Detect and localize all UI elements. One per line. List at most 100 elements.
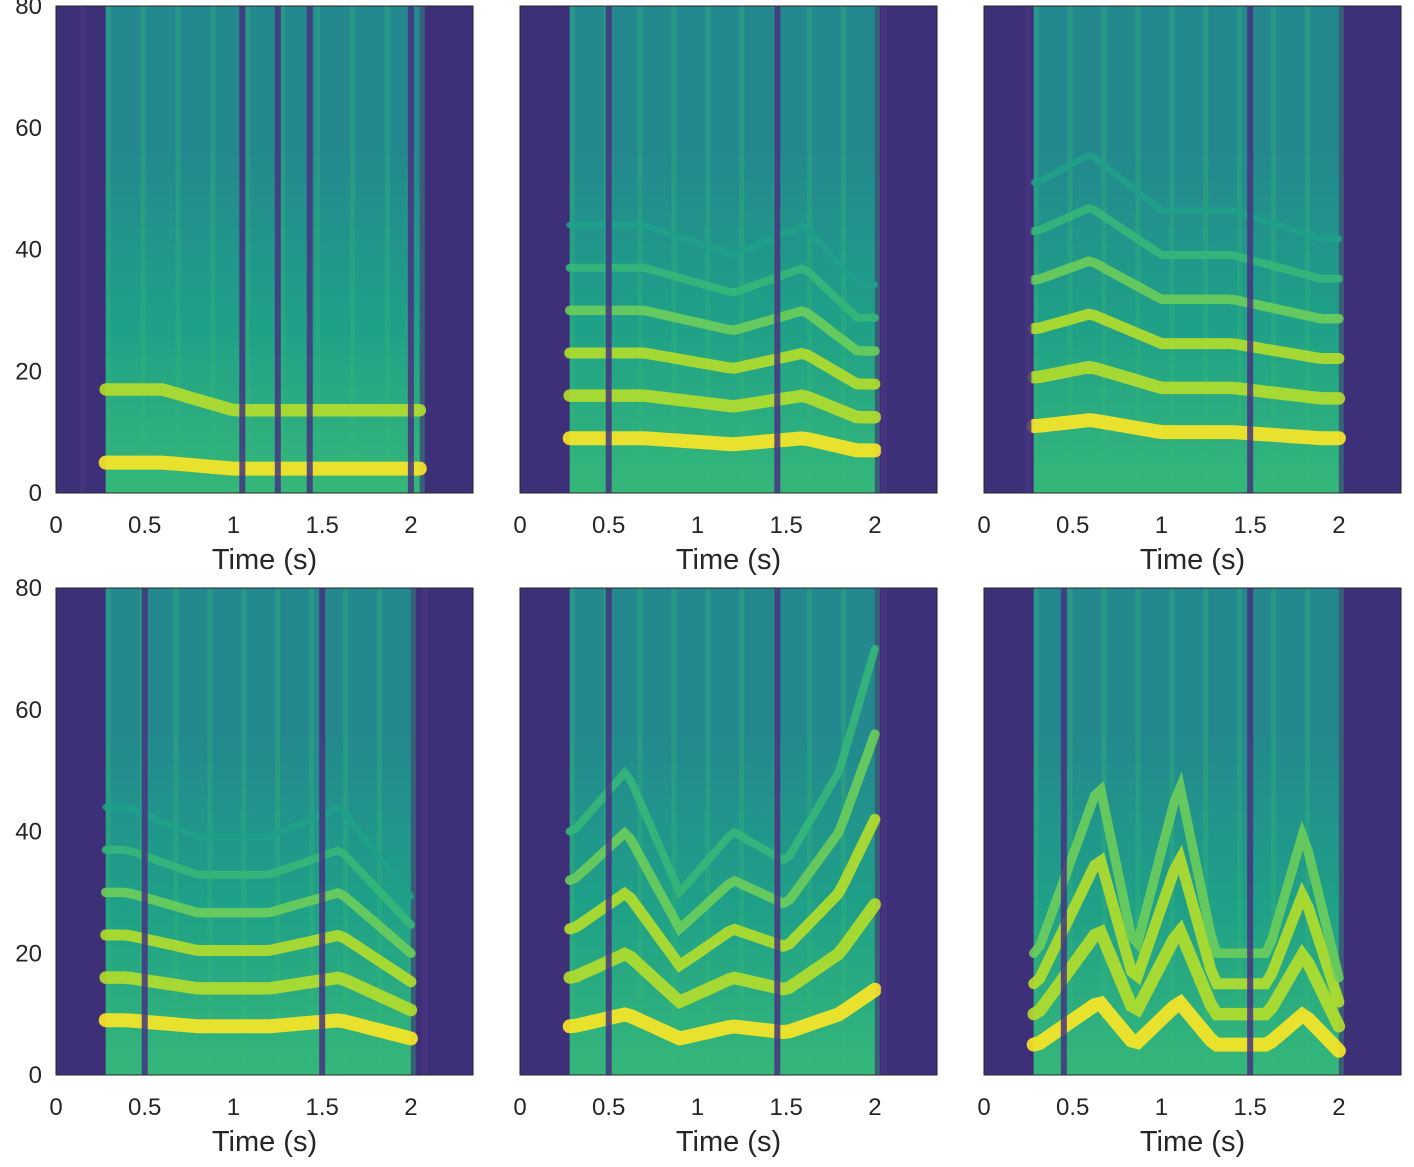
x-tick-label: 2 <box>868 512 881 539</box>
y-tick-label: 20 <box>15 358 42 385</box>
harmonic-band <box>562 982 882 1046</box>
harmonic-band <box>1026 413 1346 446</box>
energy-streak <box>419 6 425 493</box>
energy-streak <box>343 588 349 1075</box>
harmonic-band <box>98 455 427 476</box>
x-tick-label: 2 <box>404 512 417 539</box>
energy-streak <box>1135 6 1141 493</box>
x-tick-label: 1.5 <box>305 1094 338 1121</box>
x-axis-title: Time (s) <box>212 1126 317 1158</box>
harmonic-band <box>1028 844 1345 1008</box>
x-axis-title: Time (s) <box>676 1126 781 1158</box>
x-tick-label: 2 <box>1332 1094 1345 1121</box>
x-tick-label: 1.5 <box>1233 1094 1266 1121</box>
energy-streak <box>1271 6 1277 493</box>
silence-gap <box>880 588 887 1075</box>
y-tick-label: 0 <box>29 480 42 507</box>
harmonic-band <box>101 845 415 929</box>
panel-top-left: 0 0.5 1 1.5 2 0 20 40 60 80 Time (s) <box>15 0 474 576</box>
harmonic-band <box>562 431 882 458</box>
silence-gap <box>605 588 612 1075</box>
speech-region <box>105 588 411 1075</box>
x-tick-labels: 0 0.5 1 1.5 2 <box>49 1094 417 1121</box>
x-tick-label: 1 <box>227 1094 240 1121</box>
plot-frame <box>519 5 938 494</box>
energy-streak <box>807 6 813 493</box>
silence-gap <box>1025 6 1032 493</box>
energy-streak <box>637 588 643 1075</box>
spectrogram-top-right <box>984 6 1401 493</box>
silence-gap <box>1060 588 1067 1075</box>
energy-streak <box>1135 588 1141 1075</box>
panel-top-middle: 0 0.5 1 1.5 2 Time (s) <box>513 5 938 576</box>
x-tick-label: 0 <box>49 512 62 539</box>
energy-streak <box>105 6 111 493</box>
x-tick-label: 0.5 <box>128 1094 161 1121</box>
x-tick-labels: 0 0.5 1 1.5 2 <box>49 512 417 539</box>
energy-streak <box>874 6 880 493</box>
x-tick-label: 1 <box>1155 512 1168 539</box>
harmonic-band <box>564 813 881 973</box>
speech-region <box>569 588 875 1075</box>
harmonic-band <box>99 383 427 417</box>
energy-streak <box>1067 588 1073 1075</box>
y-tick-label: 60 <box>15 697 42 724</box>
panel-top-right: 0 0.5 1 1.5 2 Time (s) <box>977 5 1402 576</box>
spectrogram-bottom-right <box>984 588 1401 1075</box>
speech-region <box>1033 6 1339 493</box>
plot-frame <box>983 5 1402 494</box>
energy-streak <box>1338 6 1344 493</box>
harmonic-band <box>1028 771 1344 983</box>
harmonic-band <box>1026 993 1346 1058</box>
harmonic-band <box>564 347 881 390</box>
x-tick-label: 2 <box>868 1094 881 1121</box>
energy-streak <box>1203 588 1209 1075</box>
silence-gap <box>774 6 781 493</box>
y-tick-label: 80 <box>15 0 42 20</box>
x-tick-labels: 0 0.5 1 1.5 2 <box>977 1094 1345 1121</box>
x-tick-labels: 0 0.5 1 1.5 2 <box>513 1094 881 1121</box>
harmonic-band <box>102 803 415 900</box>
x-tick-label: 2 <box>404 1094 417 1121</box>
spectrogram-top-middle <box>520 6 937 493</box>
x-tick-label: 1 <box>227 512 240 539</box>
y-tick-label: 80 <box>15 575 42 602</box>
silence-gap <box>306 6 313 493</box>
x-tick-label: 1 <box>691 1094 704 1121</box>
x-tick-label: 0 <box>977 1094 990 1121</box>
energy-streak <box>349 6 355 493</box>
energy-streak <box>105 588 111 1075</box>
energy-streak <box>1304 6 1310 493</box>
energy-streak <box>376 588 382 1075</box>
x-tick-label: 0.5 <box>128 512 161 539</box>
x-tick-label: 0 <box>49 1094 62 1121</box>
energy-streak <box>1338 588 1344 1075</box>
energy-streak <box>569 6 575 493</box>
x-axis-title: Time (s) <box>1140 1126 1245 1158</box>
x-tick-labels: 0 0.5 1 1.5 2 <box>513 512 881 539</box>
x-tick-label: 0.5 <box>1056 1094 1089 1121</box>
harmonic-band <box>1027 360 1346 405</box>
energy-streak <box>315 6 321 493</box>
energy-streak <box>874 588 880 1075</box>
harmonic-band <box>100 929 417 988</box>
energy-streak <box>1304 588 1310 1075</box>
energy-streak <box>173 588 179 1075</box>
x-tick-label: 0.5 <box>592 512 625 539</box>
energy-streak <box>1203 6 1209 493</box>
x-tick-label: 1.5 <box>305 512 338 539</box>
spectrogram-bottom-left <box>56 588 473 1075</box>
energy-streak <box>840 6 846 493</box>
speech-region <box>105 6 420 493</box>
silence-gap <box>422 588 429 1075</box>
energy-streak <box>637 6 643 493</box>
harmonic-band <box>1029 204 1343 283</box>
x-tick-label: 0.5 <box>1056 512 1089 539</box>
harmonic-band <box>99 971 418 1017</box>
x-tick-label: 1.5 <box>769 1094 802 1121</box>
y-tick-label: 40 <box>15 819 42 846</box>
energy-streak <box>739 588 745 1075</box>
x-axis-title: Time (s) <box>1140 544 1245 576</box>
panel-bottom-left: 0 0.5 1 1.5 2 0 20 40 60 80 Time (s) <box>15 575 474 1158</box>
